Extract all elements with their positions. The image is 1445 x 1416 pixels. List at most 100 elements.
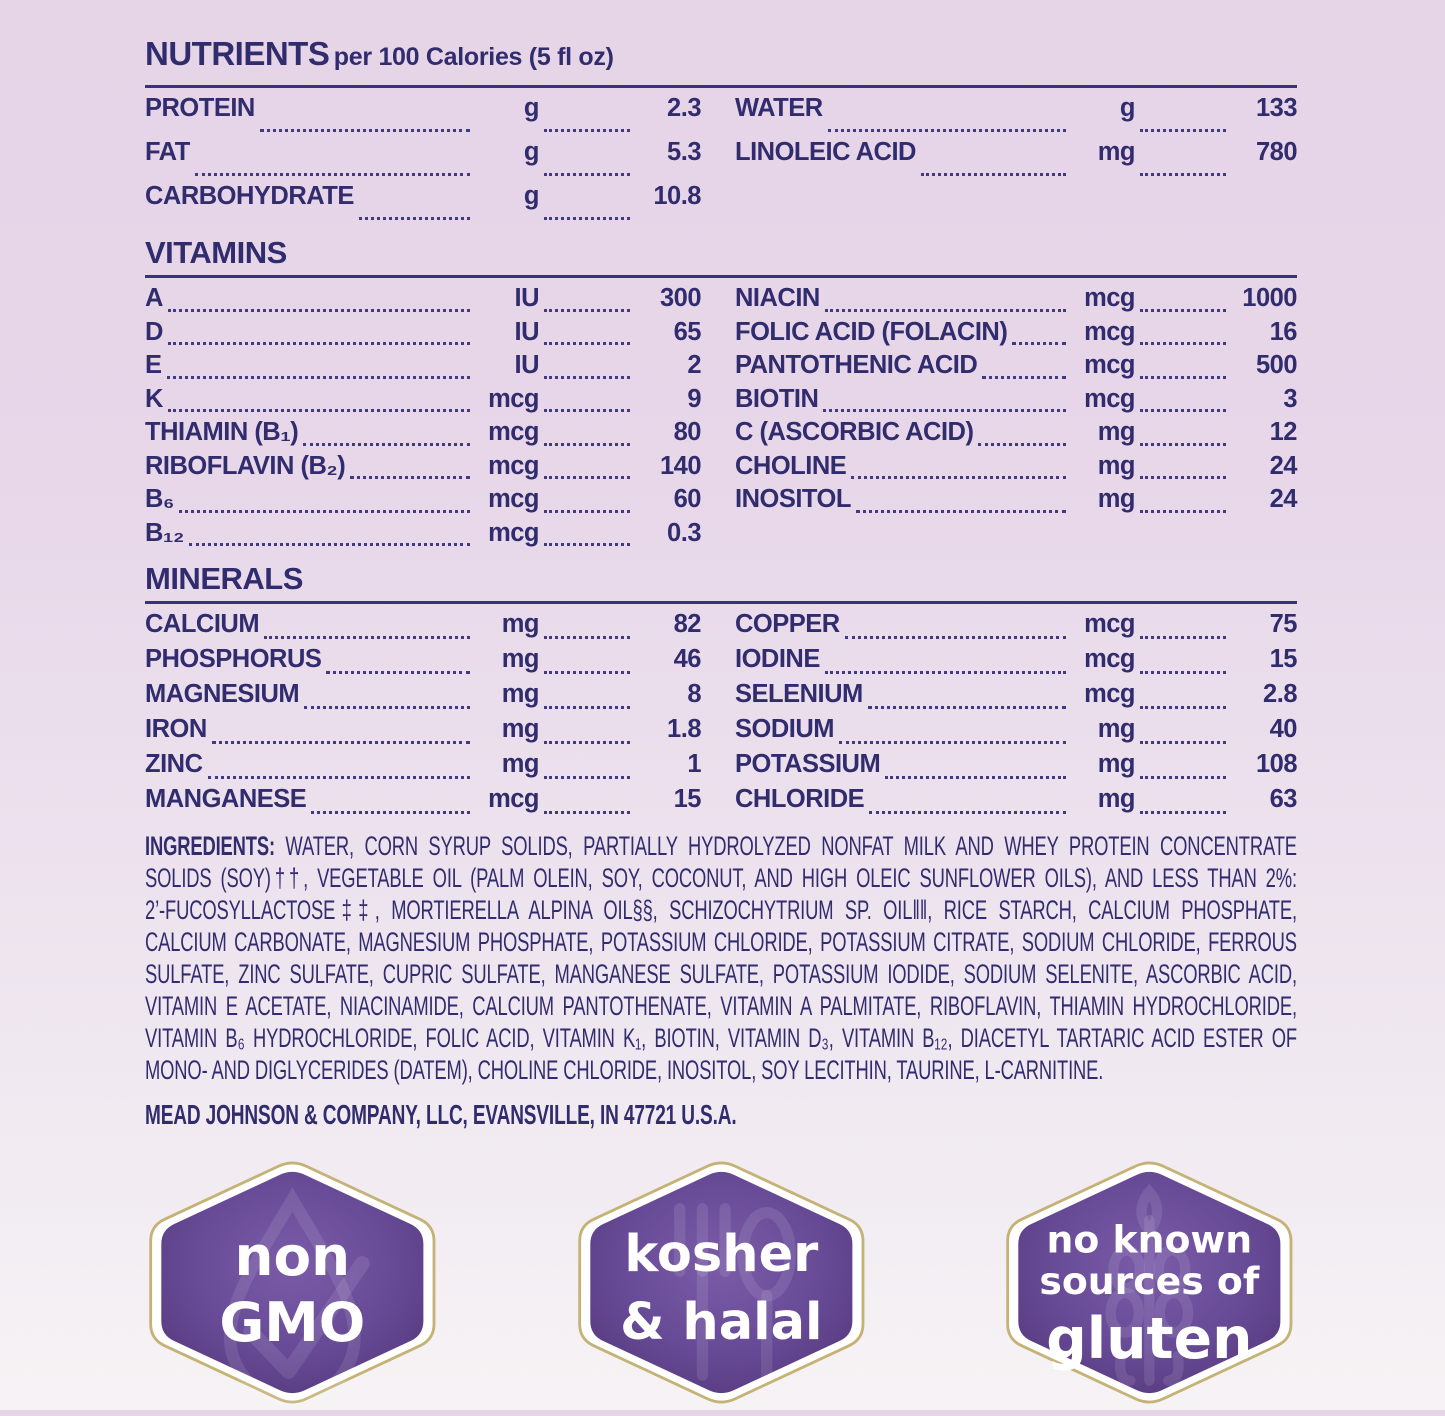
nutrient-unit: mg [501,680,540,708]
nutrients-title: NUTRIENTS [145,35,330,72]
nutrient-value: 108 [1255,750,1298,778]
non-gmo-badge: non GMO [149,1161,436,1406]
kosher-halal-badge: kosher & halal [577,1161,865,1404]
dot-leader [1140,706,1226,709]
dot-leader [544,636,630,639]
badge-label-line: no known [1047,1217,1253,1261]
dot-leader [1140,476,1226,479]
dot-leader [188,543,470,546]
minerals-table: CALCIUM mg 82 PHOSPHORUS mg 46 MAGNESIUM mg 8 IRO… [145,610,1298,820]
dot-leader [211,741,470,744]
nutrient-value: 75 [1269,610,1298,638]
nutrient-unit: mcg [488,785,539,813]
nutrient-row: WATER g 133 [735,94,1298,138]
ingredients-line: SULFATE, ZINC SULFATE, CUPRIC SULFATE, M… [145,959,1297,989]
nutrient-label: PANTOTHENIC ACID [735,351,978,379]
nutrient-unit: mg [1097,418,1136,446]
ingredients-line: VITAMIN B₆ HYDROCHLORIDE, FOLIC ACID, VI… [145,1023,1297,1053]
ingredients-lead: INGREDIENTS: [145,831,275,861]
dot-leader [350,476,470,479]
dot-leader [194,173,470,176]
nutrient-unit: mg [1097,451,1136,480]
nutrient-value: 1000 [1242,284,1297,312]
dot-leader [1140,308,1226,312]
nutrient-label: MANGANESE [145,785,307,813]
badge-label-line: non [235,1224,351,1288]
nutrient-row: PROTEIN g 2.3 [145,94,702,138]
badge-label-line: sources of [1040,1259,1261,1303]
nutrient-unit: mg [1097,785,1136,813]
nutrients-header: NUTRIENTS per 100 Calories (5 fl oz) [145,36,1297,88]
dot-leader [544,173,630,176]
dot-leader [207,776,470,779]
nutrient-label: IODINE [735,645,820,673]
dot-leader [167,308,470,312]
nutrient-unit: mg [1097,485,1136,513]
nutrient-unit: mcg [488,451,539,480]
nutrient-value: 140 [659,451,702,480]
dot-leader [855,509,1066,513]
dot-leader [544,741,630,744]
nutrient-label: WATER [735,94,823,122]
nutrient-unit: g [1119,94,1136,122]
dot-leader [544,409,630,412]
dot-leader [1140,776,1226,779]
ingredients-line-text: WATER, CORN SYRUP SOLIDS, PARTIALLY HYDR… [274,831,1297,861]
dot-leader [1140,129,1226,132]
badge-purple-hexagon [589,1171,853,1394]
dot-leader [1140,342,1226,345]
dot-leader [1140,636,1226,639]
nutrient-value: 8 [687,680,701,708]
nutrient-row: INOSITOL mg 24 [735,485,1298,519]
dot-leader [827,129,1066,132]
dot-leader [544,217,630,220]
nutrient-value: 2.8 [1263,680,1297,708]
nutrient-value: 300 [659,284,702,312]
nutrient-label: A [145,284,163,312]
dot-leader [1140,671,1226,674]
nutrient-unit: mcg [1084,645,1135,673]
nutrient-row: CARBOHYDRATE g 10.8 [145,182,702,226]
nutrient-row: MANGANESE mcg 15 [145,785,702,820]
nutrient-value: 5.3 [667,138,701,166]
nutrient-label: ZINC [145,750,203,778]
nutrient-unit: mcg [1084,680,1135,708]
dot-leader [1012,342,1066,345]
ingredients-line: 2’-FUCOSYLLACTOSE‡‡, MORTIERELLA ALPINA … [145,895,1297,925]
nutrient-row: SODIUM mg 40 [735,715,1298,750]
ingredients-line: SOLIDS (SOY)††, VEGETABLE OIL (PALM OLEI… [145,863,1297,893]
dot-leader [824,308,1066,312]
nutrient-value: 2.3 [667,94,701,122]
nutrient-row: C (ASCORBIC ACID) mg 12 [735,418,1298,452]
dot-leader [885,776,1066,779]
nutrient-unit: IU [514,351,540,379]
nutrient-unit: mg [1097,750,1136,778]
dot-leader [823,409,1066,412]
nutrient-row: CHOLINE mg 24 [735,451,1298,486]
nutrient-unit: mcg [1084,351,1135,379]
dot-leader [544,509,630,513]
nutrient-unit: IU [514,284,540,312]
dot-leader [1140,173,1226,176]
nutrient-row: B₆ mcg 60 [145,485,702,519]
nutrient-unit: mg [501,645,540,673]
nutrient-row: CHLORIDE mg 63 [735,785,1298,820]
dot-leader [326,671,470,674]
nutrient-unit: mcg [1084,317,1135,346]
nutrient-value: 46 [673,645,702,673]
nutrient-label: K [145,384,163,413]
nutrient-value: 0.3 [667,518,701,547]
badge-purple-hexagon [1018,1171,1281,1394]
nutrient-unit: g [523,94,540,122]
gluten-free-badge: no known sources of gluten [1006,1161,1293,1404]
minerals-left-column: CALCIUM mg 82 PHOSPHORUS mg 46 MAGNESIUM mg 8 IRO… [145,610,702,820]
nutrient-label: FAT [145,138,190,166]
wheat-icon [1105,1183,1194,1386]
nutrient-label: PHOSPHORUS [145,645,322,673]
dot-leader [824,671,1066,674]
dot-leader [867,706,1066,709]
dot-leader [544,442,630,446]
